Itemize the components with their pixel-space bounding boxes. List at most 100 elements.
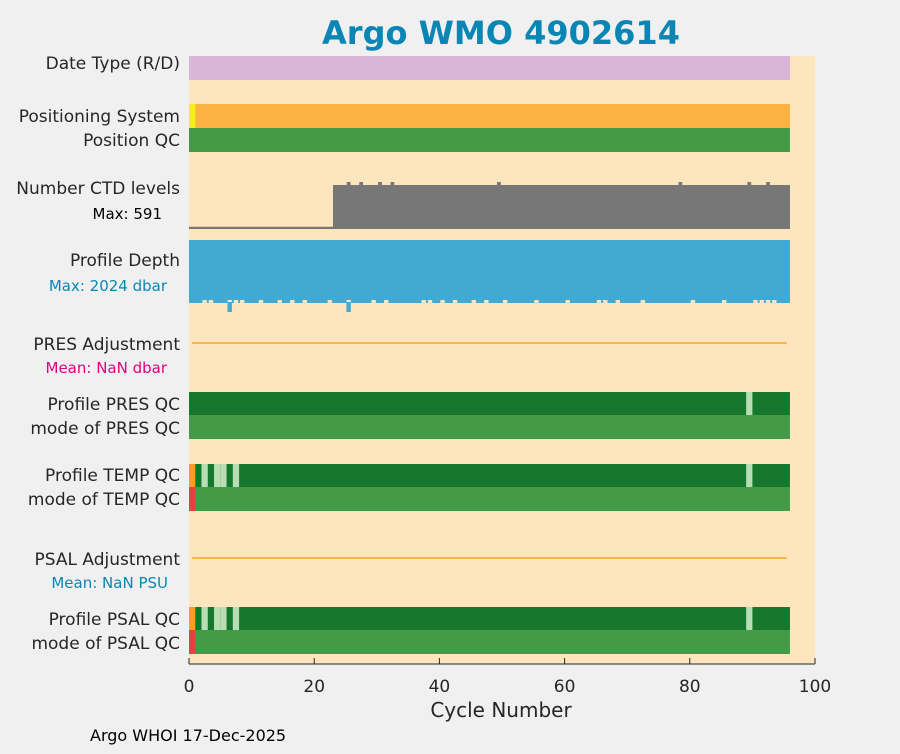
profile-temp-qc-bar [189, 464, 790, 487]
profile-depth-dip-3 [208, 300, 214, 303]
profile-depth-dip-11 [258, 300, 264, 303]
depth-max-text: Max: 2024 dbar [49, 277, 168, 295]
label-profile-pres-qc: Profile PRES QC [47, 395, 180, 415]
label-mode-pres-qc: mode of PRES QC [30, 419, 180, 439]
label-mode-psal-qc: mode of PSAL QC [31, 634, 180, 654]
profile-depth-dip-29 [371, 300, 376, 303]
x-axis-ticks: 0 20 40 60 80 100 [184, 658, 831, 697]
mode-pres-qc-bar [189, 415, 790, 439]
ctd-levels-spike-89 [747, 182, 752, 185]
profile-depth-dip-37 [421, 300, 426, 303]
profile-temp-qc-orange-0 [189, 464, 196, 487]
profile-depth-dip-45 [471, 300, 477, 303]
profile-depth-dip-90 [753, 300, 758, 303]
x-tick-label-40: 40 [429, 677, 451, 697]
profile-depth-dip-85 [722, 300, 727, 303]
profile-depth-dip-18 [302, 300, 308, 303]
positioning-system-bar [189, 104, 790, 128]
ctd-levels-spike-25 [346, 182, 351, 185]
label-position-qc: Position QC [83, 131, 180, 151]
profile-depth-dip-8 [240, 300, 245, 303]
profile-depth-dip-91 [759, 300, 764, 303]
label-profile-psal-qc: Profile PSAL QC [49, 610, 180, 630]
profile-psal-qc-light-7 [232, 607, 240, 630]
x-tick-label-0: 0 [184, 677, 195, 697]
profile-psal-qc-orange-0 [189, 607, 196, 630]
profile-psal-qc-light-2 [201, 607, 208, 630]
label-mode-temp-qc: mode of TEMP QC [28, 490, 180, 510]
positioning-system-first-cycle [189, 104, 196, 128]
label-pres-adjustment: PRES Adjustment [33, 335, 180, 355]
profile-depth-dip-60 [565, 300, 570, 303]
profile-depth-dip-6 [227, 300, 232, 303]
profile-psal-qc-bar [189, 607, 790, 630]
label-profile-temp-qc: Profile TEMP QC [45, 466, 180, 486]
profile-temp-qc-light-5 [220, 464, 227, 487]
x-tick-label-20: 20 [303, 677, 325, 697]
profile-depth-spike-6 [227, 302, 232, 312]
profile-psal-qc-light-89 [746, 607, 753, 630]
chart-title: Argo WMO 4902614 [322, 14, 680, 52]
mode-psal-qc-bar [189, 630, 790, 654]
profile-depth-dip-25 [346, 300, 351, 303]
ctd-levels-segment-1 [332, 185, 790, 229]
label-date-type: Date Type (R/D) [46, 54, 180, 74]
profile-temp-qc-light-89 [746, 464, 753, 487]
profile-depth-dip-7 [233, 300, 239, 303]
profile-depth-dip-65 [596, 300, 602, 303]
pres-mean-text: Mean: NaN dbar [46, 359, 168, 377]
profile-temp-qc-light-7 [232, 464, 240, 487]
axes-background [189, 56, 815, 664]
profile-depth-dip-47 [484, 300, 489, 303]
ctd-levels-spike-27 [359, 182, 364, 185]
label-psal-adjustment: PSAL Adjustment [35, 550, 181, 570]
x-tick-label-60: 60 [554, 677, 576, 697]
profile-depth-dip-14 [277, 300, 282, 303]
ctd-levels-spike-32 [390, 182, 395, 185]
profile-depth-dip-55 [534, 300, 539, 303]
profile-depth-spike-25 [346, 302, 351, 312]
mode-psal-qc-red-0 [189, 630, 196, 654]
profile-depth-bar [189, 240, 790, 303]
profile-temp-qc-light-2 [201, 464, 208, 487]
mode-temp-qc-red-0 [189, 487, 196, 511]
ctd-levels-spike-92 [766, 182, 770, 185]
profile-depth-dip-38 [427, 300, 433, 303]
profile-depth-dip-42 [452, 300, 458, 303]
ctd-levels-segment-0 [189, 226, 333, 229]
profile-psal-qc-light-4 [214, 607, 221, 630]
label-positioning-system: Positioning System [19, 107, 180, 127]
profile-depth-dip-68 [615, 300, 621, 303]
x-tick-label-100: 100 [799, 677, 831, 697]
mode-temp-qc-bar [189, 487, 790, 511]
ctd-max-text: Max: 591 [93, 205, 162, 223]
ctd-levels-spike-49 [496, 182, 501, 185]
psal-mean-text: Mean: NaN PSU [51, 574, 168, 592]
footer-credit: Argo WHOI 17-Dec-2025 [90, 726, 286, 745]
profile-depth-dip-92 [765, 300, 771, 303]
profile-temp-qc-light-4 [214, 464, 221, 487]
position-qc-bar [189, 128, 790, 152]
profile-psal-qc-light-5 [220, 607, 227, 630]
profile-depth-dip-16 [290, 300, 295, 303]
x-axis-label: Cycle Number [430, 698, 572, 722]
label-profile-depth: Profile Depth [70, 251, 180, 271]
chart-bars [189, 56, 790, 654]
ctd-levels-spike-78 [678, 182, 683, 185]
profile-depth-dip-93 [772, 300, 777, 303]
profile-pres-qc-light-89 [746, 392, 753, 415]
date-type-bar [189, 56, 790, 80]
profile-depth-dip-22 [327, 300, 333, 303]
profile-depth-dip-31 [383, 300, 389, 303]
profile-depth-dip-40 [440, 300, 445, 303]
profile-depth-dip-72 [640, 300, 646, 303]
profile-depth-dip-66 [603, 300, 608, 303]
profile-depth-dip-2 [202, 300, 207, 303]
x-tick-label-80: 80 [679, 677, 701, 697]
profile-pres-qc-bar [189, 392, 790, 415]
profile-depth-dip-50 [502, 300, 508, 303]
ctd-levels-spike-30 [378, 182, 382, 185]
profile-depth-dip-80 [690, 300, 696, 303]
label-ctd-levels: Number CTD levels [16, 179, 180, 199]
